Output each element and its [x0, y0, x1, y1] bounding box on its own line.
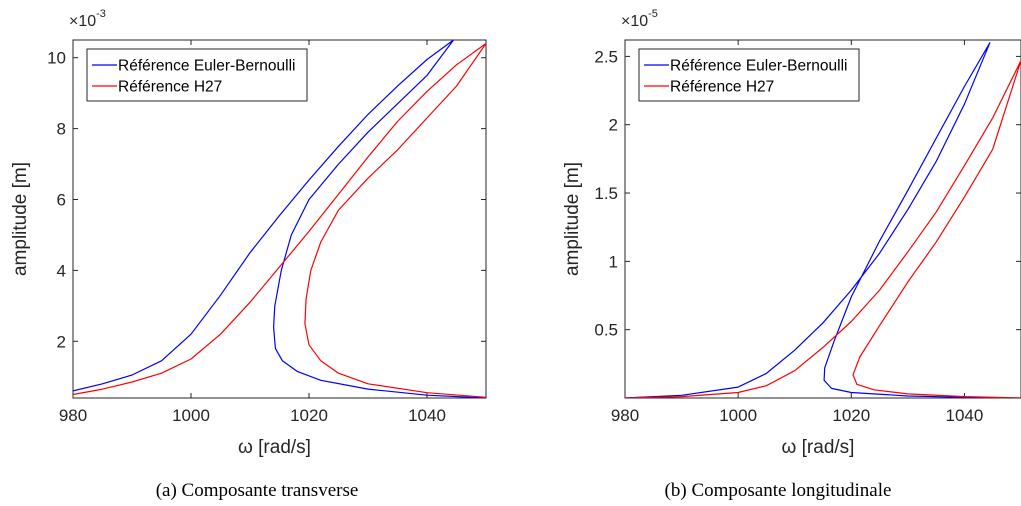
x-tick-label: 1040	[408, 406, 446, 425]
y-tick-label: 2	[57, 332, 66, 351]
y-exponent-label: ×10-3	[69, 8, 106, 30]
chart-panel-a: 980 1000 1020 1040 2 4 6 8 10×10-3 ω [rad/s] ampli…	[10, 8, 487, 458]
figure: 980 1000 1020 1040 2 4 6 8 10×10-3 ω [rad/s] ampli…	[10, 8, 1021, 458]
x-tick-label: 980	[611, 406, 639, 425]
x-tick-label: 1020	[290, 406, 328, 425]
series-line-h27	[625, 59, 1021, 398]
x-axis-label: ω [rad/s]	[782, 437, 855, 458]
x-tick-label: 980	[59, 406, 87, 425]
series-group	[73, 40, 486, 398]
series-line-euler-bernoulli	[625, 42, 1021, 398]
series-line-euler-bernoulli	[73, 40, 486, 398]
caption-a: (a) Composante transverse	[155, 480, 359, 501]
x-tick-label: 1040	[946, 406, 984, 425]
legend-label: Référence H27	[118, 79, 222, 96]
x-axis-label: ω [rad/s]	[238, 437, 311, 458]
y-tick-label: 1.5	[594, 184, 618, 203]
y-exponent-label: ×10-5	[621, 8, 658, 30]
legend-box	[638, 48, 860, 102]
series-line-h27	[73, 42, 486, 398]
x-tick-label: 1000	[172, 406, 210, 425]
series-group	[625, 42, 1021, 398]
y-tick-label: 10	[47, 49, 66, 68]
chart-panel-b: 980 1000 1020 1040 0.5 1 1.5 2 2.5×10-5 ω [rad/s]…	[562, 8, 1021, 458]
legend-label: Référence Euler-Bernoulli	[118, 58, 295, 75]
y-tick-label: 8	[57, 120, 66, 139]
legend-box	[86, 48, 308, 102]
y-tick-label: 2	[609, 116, 618, 135]
y-axis-label: amplitude [m]	[10, 162, 31, 276]
y-tick-label: 6	[57, 191, 66, 210]
y-tick-label: 1	[609, 252, 618, 271]
legend-label: Référence H27	[670, 79, 774, 96]
y-tick-label: 4	[57, 261, 66, 280]
legend-label: Référence Euler-Bernoulli	[670, 58, 847, 75]
x-tick-label: 1020	[832, 406, 870, 425]
y-tick-label: 2.5	[594, 47, 618, 66]
y-tick-label: 0.5	[594, 321, 618, 340]
y-axis-label: amplitude [m]	[562, 162, 583, 276]
caption-b: (b) Composante longitudinale	[664, 480, 892, 501]
x-tick-label: 1000	[719, 406, 757, 425]
